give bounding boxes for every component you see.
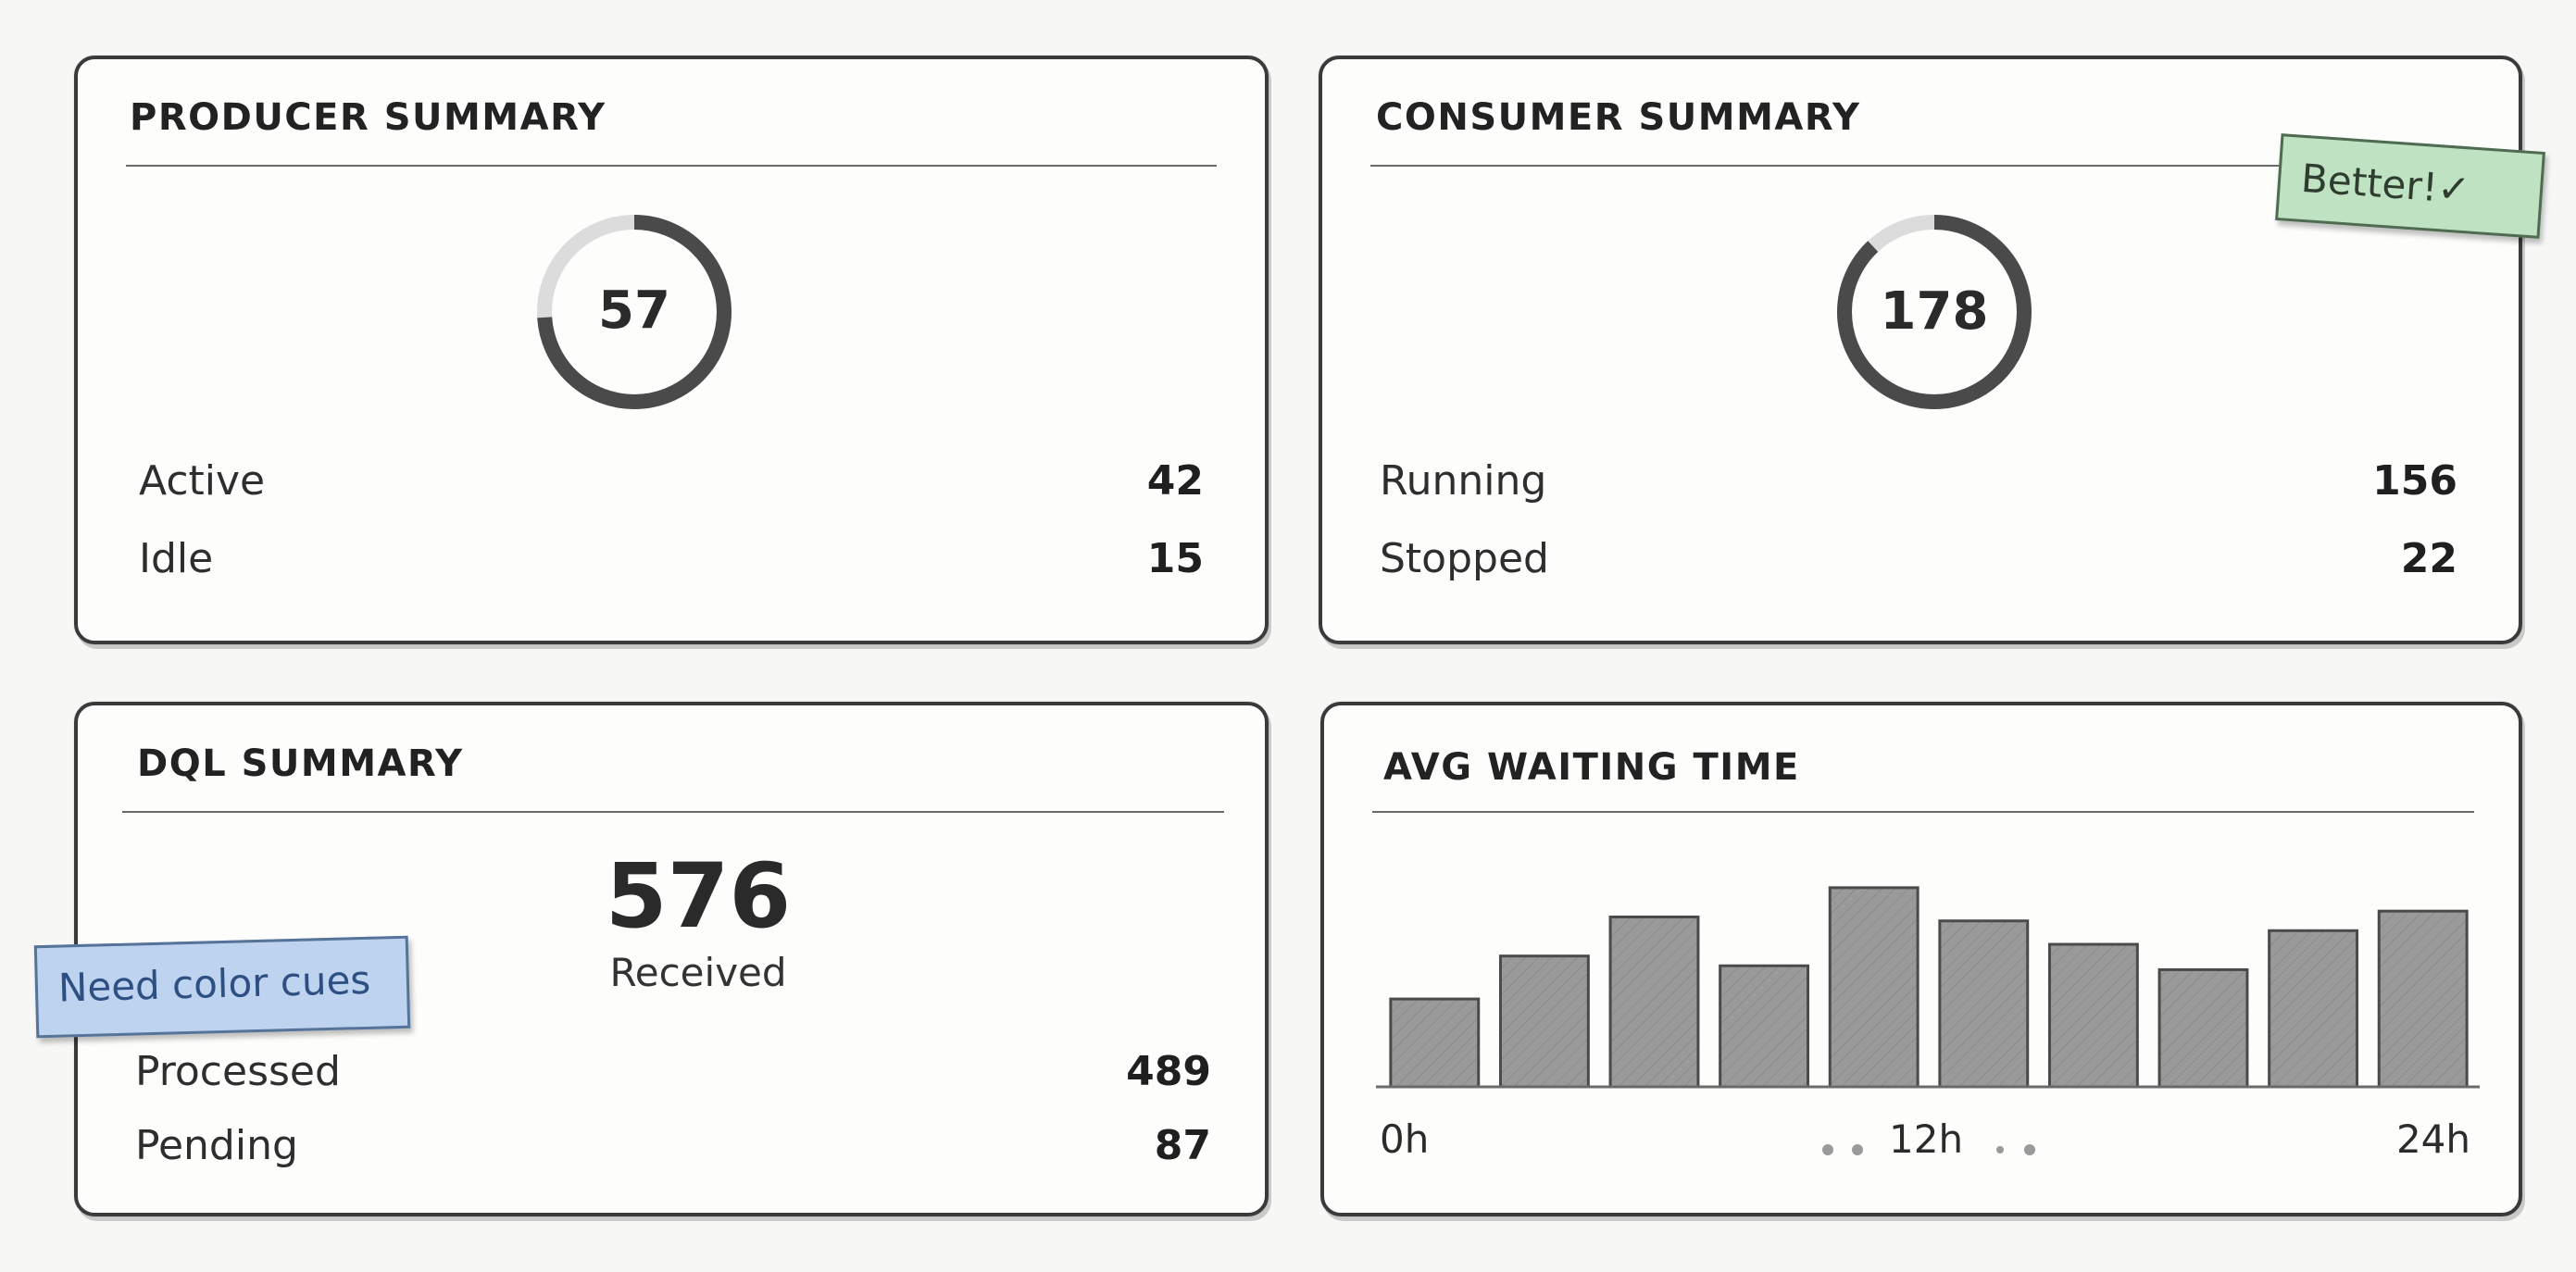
producer-row-label-idle: Idle: [139, 535, 214, 582]
avg-waiting-time-card: AVG WAITING TIME 0h 12h 24h: [1320, 702, 2522, 1216]
bar-10: [2377, 909, 2469, 1089]
x-axis-label-end: 24h: [2395, 1116, 2470, 1162]
axis-dot: [1822, 1144, 1833, 1155]
x-axis-label-middle: 12h: [1889, 1116, 1964, 1162]
avg-waiting-time-bar-chart: [1376, 886, 2480, 1089]
bar-3: [1608, 916, 1700, 1089]
title-divider: [1372, 811, 2474, 813]
consumer-total-value: 178: [1881, 281, 1989, 342]
sticky-note-better: Better!✓: [2275, 133, 2545, 239]
producer-row-value-active: 42: [1146, 457, 1204, 505]
bar-9: [2268, 929, 2359, 1089]
consumer-row-label-running: Running: [1380, 457, 1547, 505]
axis-dot: [1996, 1146, 2004, 1154]
consumer-row-value-stopped: 22: [2400, 535, 2457, 582]
x-axis-label-start: 0h: [1380, 1116, 1430, 1162]
title-divider: [126, 165, 1217, 167]
bar-7: [2047, 942, 2139, 1089]
producer-total-donut: 57: [537, 215, 732, 409]
axis-dot: [1852, 1144, 1863, 1155]
bar-4: [1719, 964, 1810, 1089]
bar-6: [1938, 919, 2030, 1089]
dql-row-label-pending: Pending: [135, 1122, 298, 1169]
consumer-row-value-running: 156: [2372, 457, 2457, 505]
dql-row-value-processed: 489: [1126, 1048, 1211, 1095]
dql-received-value: 576: [605, 844, 792, 948]
donut-fill: [537, 215, 732, 409]
bar-2: [1498, 954, 1590, 1089]
axis-dot: [2024, 1144, 2035, 1155]
producer-total-value: 57: [598, 281, 670, 341]
producer-row-value-idle: 15: [1146, 535, 1204, 582]
producer-summary-title: PRODUCER SUMMARY: [130, 96, 606, 139]
donut-fill: [1837, 215, 2032, 409]
bar-1: [1389, 997, 1481, 1089]
consumer-summary-title: CONSUMER SUMMARY: [1376, 96, 1861, 139]
dql-row-label-processed: Processed: [135, 1048, 341, 1095]
dql-row-value-pending: 87: [1154, 1122, 1211, 1169]
title-divider: [1370, 165, 2398, 167]
avg-waiting-time-title: AVG WAITING TIME: [1383, 746, 1800, 789]
sticky-note-color-cues: Need color cues: [33, 935, 411, 1039]
dql-summary-title: DQL SUMMARY: [137, 742, 464, 785]
consumer-row-label-stopped: Stopped: [1380, 535, 1549, 582]
dql-received-label: Received: [609, 950, 787, 995]
bar-5: [1828, 886, 1919, 1089]
producer-row-label-active: Active: [139, 457, 266, 505]
bar-8: [2157, 967, 2249, 1089]
consumer-total-donut: 178: [1837, 215, 2032, 409]
title-divider: [122, 811, 1224, 813]
producer-summary-card: PRODUCER SUMMARY 57 Active 42 Idle 15: [74, 56, 1269, 644]
